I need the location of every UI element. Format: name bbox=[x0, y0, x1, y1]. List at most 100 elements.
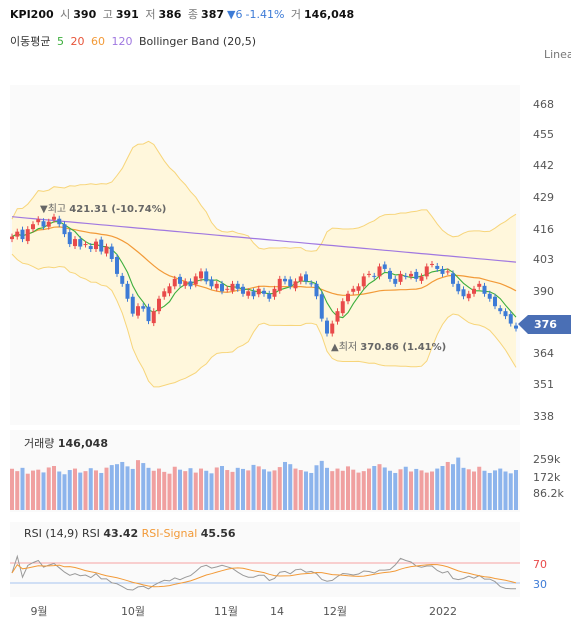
volume-bar bbox=[309, 472, 314, 510]
candle-body bbox=[109, 246, 114, 259]
volume-bar bbox=[277, 467, 282, 510]
candle-body bbox=[477, 283, 482, 287]
rsi-line bbox=[11, 554, 516, 591]
volume-bar bbox=[115, 464, 119, 510]
volume-bar bbox=[283, 461, 287, 510]
candle-body bbox=[31, 224, 35, 230]
open-label: 시 bbox=[60, 8, 71, 21]
volume-bar bbox=[151, 470, 156, 510]
candle-body bbox=[472, 288, 476, 294]
candle-body bbox=[293, 281, 298, 289]
min-annotation: ▲최저 370.86 (1.41%) bbox=[331, 341, 446, 353]
candle-body bbox=[99, 239, 104, 252]
low-value: 386 bbox=[158, 8, 182, 21]
x-tick-label: 2022 bbox=[429, 605, 457, 618]
volume-bar bbox=[440, 466, 445, 510]
volume-bar bbox=[346, 466, 350, 510]
ma-20: 20 bbox=[70, 35, 85, 48]
candle-body bbox=[508, 314, 513, 324]
volume-bar bbox=[246, 470, 251, 510]
volume-bar bbox=[372, 466, 377, 510]
volume-bar bbox=[130, 468, 135, 510]
indicator-legend[interactable]: 이동평균 5 20 60 120 Bollinger Band (20,5) bbox=[10, 33, 259, 49]
volume-bar bbox=[10, 468, 14, 510]
candle-body bbox=[220, 283, 224, 292]
candle-body bbox=[498, 308, 503, 312]
candle-body bbox=[246, 291, 251, 296]
candle-body bbox=[466, 293, 471, 299]
candle-body bbox=[188, 281, 193, 287]
volume-bar bbox=[419, 470, 424, 510]
volume-bar bbox=[430, 471, 434, 510]
candle-body bbox=[36, 219, 41, 223]
volume-bar bbox=[351, 469, 356, 510]
candle-body bbox=[482, 285, 487, 294]
volume-bar bbox=[414, 468, 419, 510]
volume-bar bbox=[272, 470, 277, 510]
candle-body bbox=[414, 271, 419, 279]
volume-tick-label: 86.2k bbox=[533, 487, 564, 500]
candle-body bbox=[78, 239, 83, 247]
volume-bar bbox=[356, 472, 361, 510]
ma-60: 60 bbox=[90, 35, 105, 48]
candle-body bbox=[130, 296, 135, 314]
volume-bar bbox=[220, 466, 224, 510]
volume-bar bbox=[20, 467, 25, 510]
volume-bar bbox=[424, 472, 429, 510]
volume-bar bbox=[503, 471, 508, 510]
volume-bar bbox=[241, 468, 245, 510]
candle-body bbox=[382, 264, 387, 269]
volume-bar bbox=[125, 466, 130, 510]
candle-body bbox=[88, 246, 93, 250]
candle-body bbox=[456, 283, 461, 292]
candle-body bbox=[172, 278, 177, 287]
volume-bar bbox=[41, 472, 46, 510]
candle-body bbox=[367, 273, 371, 275]
ma-120: 120 bbox=[111, 35, 133, 48]
price-tick-label: 429 bbox=[533, 191, 554, 204]
candle-body bbox=[377, 266, 382, 277]
volume-tick-label: 259k bbox=[533, 453, 561, 466]
volume-bar bbox=[498, 468, 503, 510]
candle-body bbox=[146, 306, 151, 322]
volume-bar bbox=[398, 469, 403, 510]
volume-bar bbox=[472, 471, 476, 510]
scale-mode[interactable]: Linea bbox=[544, 48, 571, 61]
volume-bar bbox=[46, 467, 51, 510]
chart-header: KPI200 시 390 고 391 저 386 종 387 ▼6 -1.41% 거 146,… bbox=[10, 6, 357, 22]
candle-body bbox=[67, 232, 72, 245]
candle-body bbox=[136, 306, 140, 316]
volume-bar bbox=[146, 467, 151, 510]
candle-body bbox=[120, 275, 125, 284]
candle-body bbox=[162, 291, 167, 297]
price-tick-label: 455 bbox=[533, 128, 554, 141]
candle-body bbox=[487, 293, 492, 299]
candle-body bbox=[15, 231, 20, 237]
volume-bars bbox=[10, 457, 518, 510]
candle-body bbox=[424, 266, 429, 277]
price-tick-label: 403 bbox=[533, 253, 554, 266]
axes: 468 455 442 429 416 403 390 364 351 338 259k 172k 86… bbox=[30, 98, 564, 618]
candle-body bbox=[288, 279, 293, 287]
volume-bar bbox=[256, 466, 261, 510]
candle-body bbox=[199, 271, 203, 279]
max-annotation: ▼최고 421.31 (-10.74%) bbox=[40, 203, 166, 215]
volume-bar bbox=[172, 466, 177, 510]
candle-body bbox=[204, 271, 209, 282]
volume-bar bbox=[162, 471, 167, 510]
volume-bar bbox=[94, 470, 98, 510]
volume-bar bbox=[25, 473, 30, 510]
price-tick-label: 416 bbox=[533, 223, 554, 236]
volume-bar bbox=[235, 467, 240, 510]
candles bbox=[10, 213, 518, 337]
volume-label: 거 bbox=[290, 8, 302, 21]
volume-bar bbox=[230, 471, 235, 510]
volume-bar bbox=[267, 471, 272, 510]
candle-body bbox=[151, 311, 156, 324]
candle-body bbox=[409, 273, 413, 277]
candle-body bbox=[262, 290, 266, 294]
candle-body bbox=[193, 276, 198, 285]
candle-body bbox=[83, 244, 88, 246]
volume-bar bbox=[304, 471, 308, 510]
